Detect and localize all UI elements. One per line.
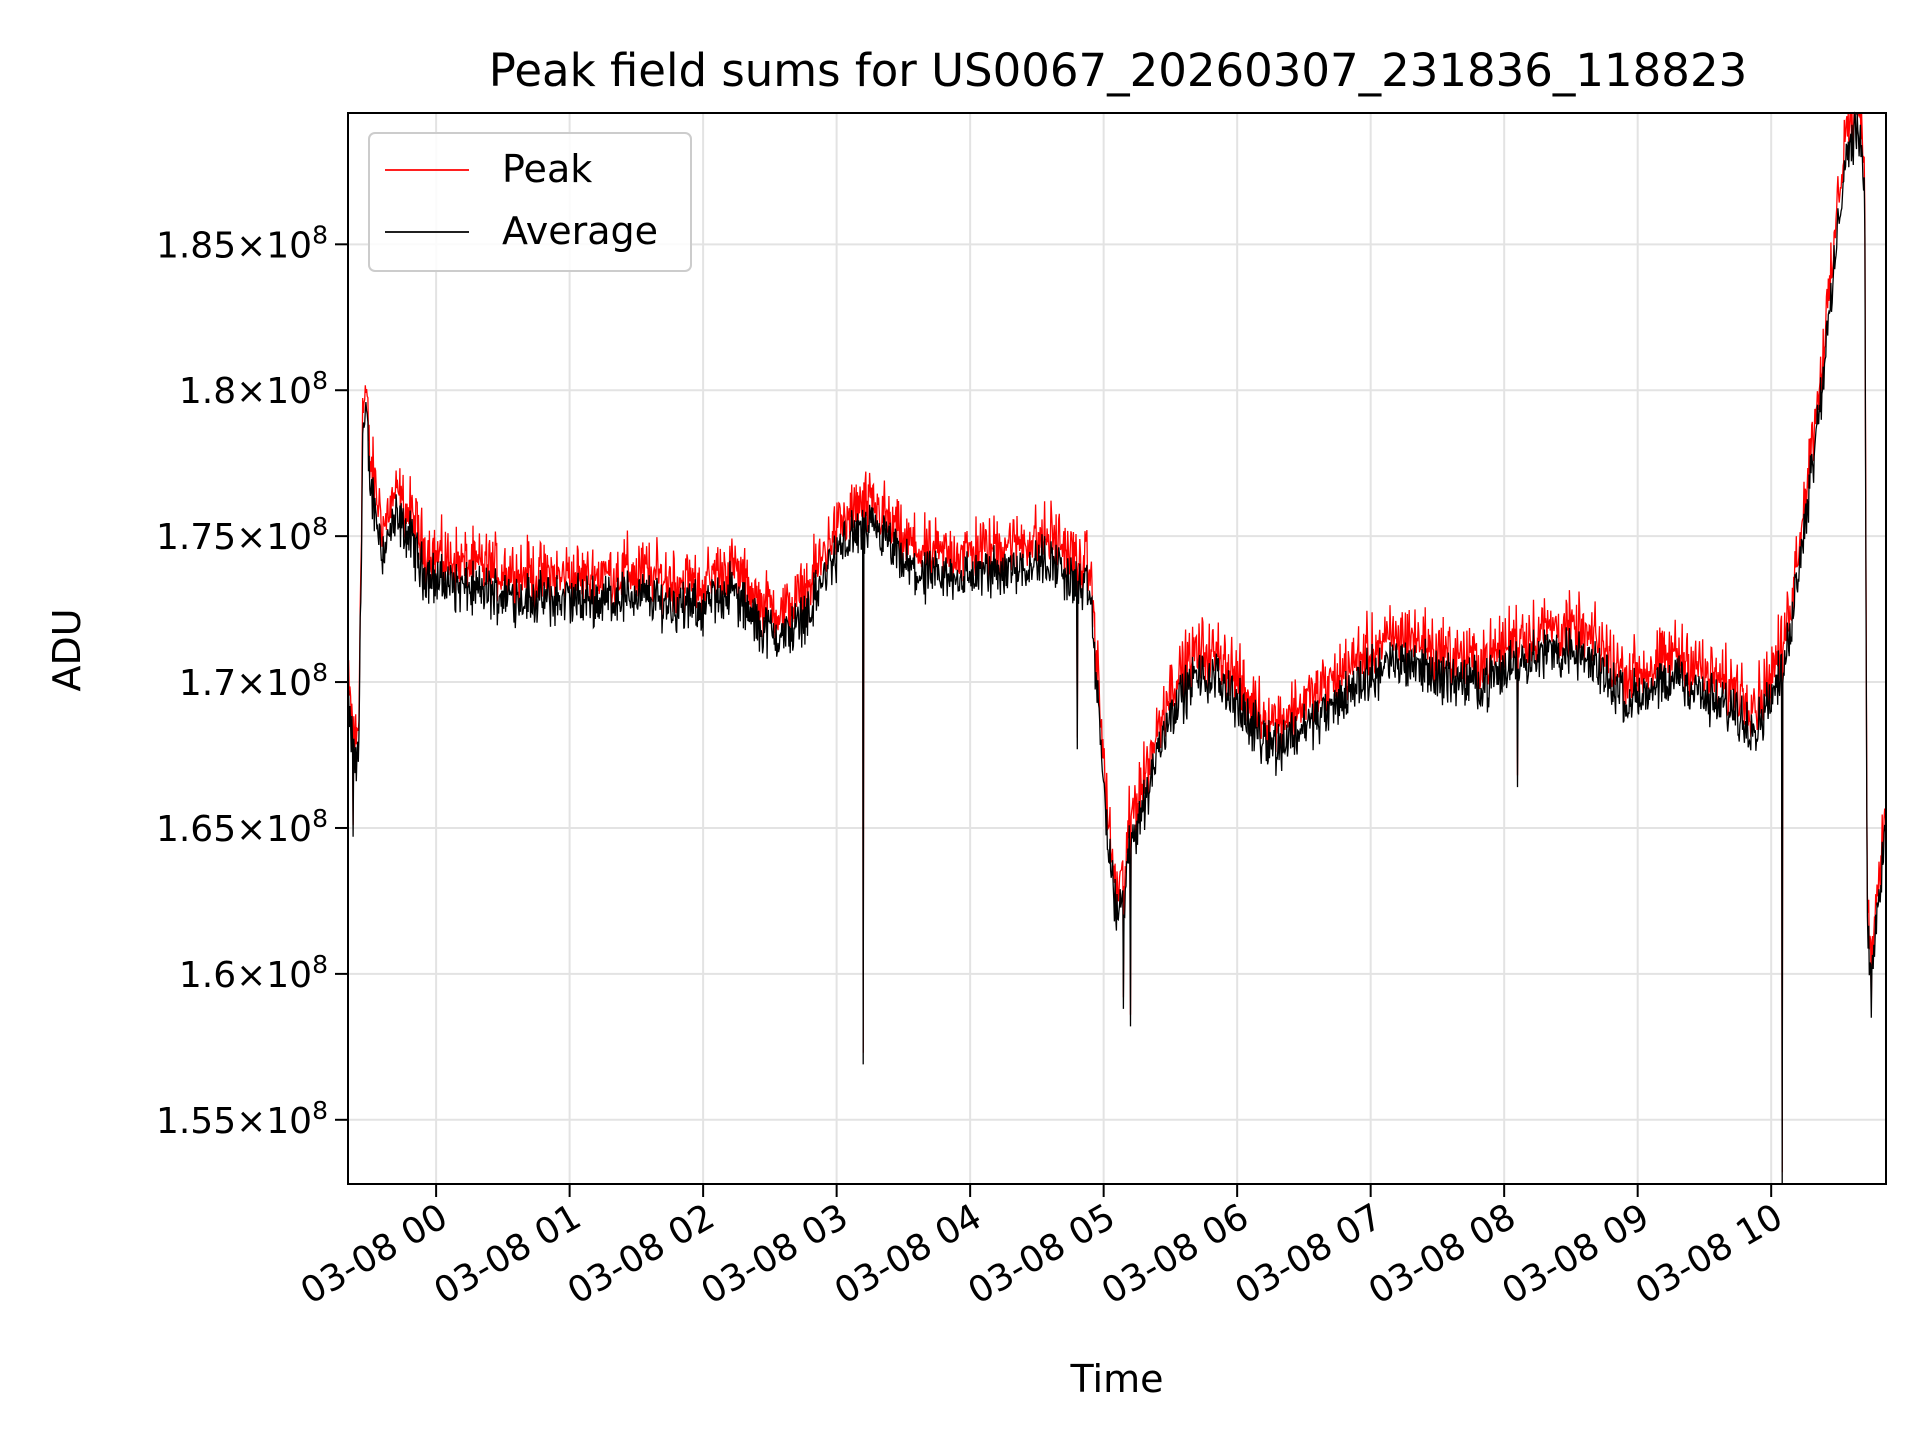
grid <box>348 113 1886 1184</box>
series-average <box>347 111 1887 1185</box>
legend: Peak Average <box>368 132 692 272</box>
legend-label-average: Average <box>502 209 658 253</box>
y-tick-label: 1.8×108 <box>179 366 328 412</box>
y-tick-label: 1.7×108 <box>179 658 328 704</box>
chart-title: Peak field sums for US0067_20260307_2318… <box>489 44 1747 97</box>
y-tick-label: 1.85×108 <box>156 220 328 266</box>
plot-frame <box>347 112 1887 1185</box>
series-peak <box>347 112 1887 1173</box>
series-peak-line <box>347 112 1887 1173</box>
y-tick-label: 1.6×108 <box>179 950 328 996</box>
series-average-line <box>347 111 1887 1185</box>
y-axis: 1.55×108 1.6×108 1.65×108 1.7×108 1.75×108 1.… <box>156 220 348 1142</box>
y-axis-label: ADU <box>45 608 89 691</box>
y-tick-label: 1.75×108 <box>156 512 328 558</box>
x-axis-label: Time <box>1070 1357 1164 1401</box>
y-tick-label: 1.55×108 <box>156 1096 328 1142</box>
legend-box <box>368 132 692 272</box>
y-tick-label: 1.65×108 <box>156 804 328 850</box>
legend-label-peak: Peak <box>502 147 592 191</box>
